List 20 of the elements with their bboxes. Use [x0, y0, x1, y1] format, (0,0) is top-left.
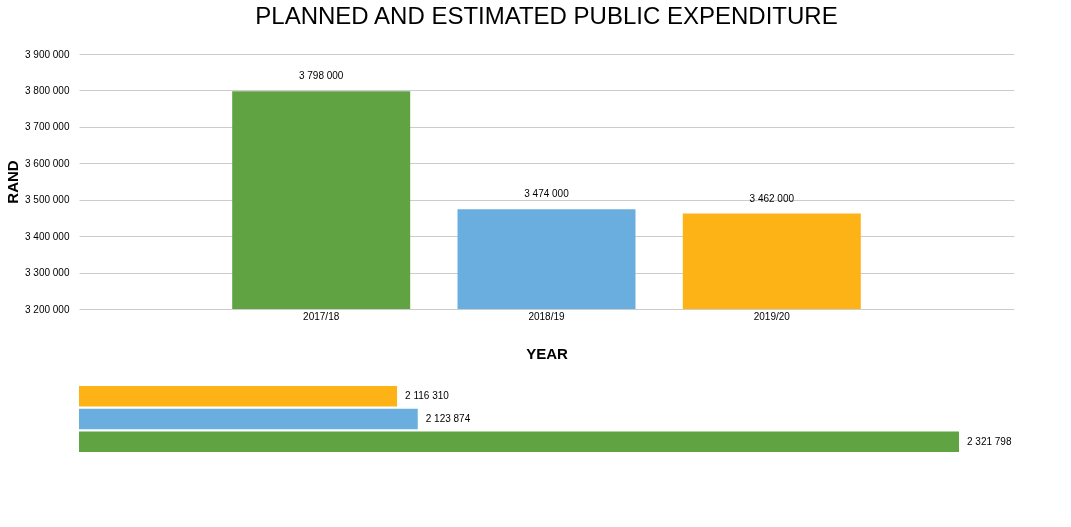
x-tick-label: 2019/20	[753, 310, 791, 322]
x-tick-label: 2018/19	[528, 310, 566, 322]
data-label: 3 474 000	[524, 188, 570, 200]
x-axis-title: YEAR	[526, 344, 568, 362]
y-tick-label: 3 800 000	[25, 84, 70, 96]
y-tick-label: 3 500 000	[25, 194, 70, 206]
data-label: 3 798 000	[298, 70, 344, 82]
data-label: 2 116 310	[405, 390, 450, 402]
chart-title: PLANNED AND ESTIMATED PUBLIC EXPENDITURE	[255, 2, 838, 29]
y-tick-label: 3 600 000	[25, 157, 70, 169]
y-axis-title: RAND	[4, 160, 22, 204]
y-tick-label: 3 200 000	[25, 303, 70, 315]
y-tick-label: 3 900 000	[25, 48, 70, 60]
data-label: 2 321 798	[967, 435, 1012, 447]
data-label: 2 123 874	[425, 413, 471, 424]
y-tick-label: 3 300 000	[25, 267, 70, 279]
y-tick-label: 3 700 000	[25, 121, 70, 133]
y-tick-label: 3 400 000	[25, 230, 70, 242]
data-label: 3 462 000	[749, 192, 795, 204]
x-tick-label: 2017/18	[303, 310, 340, 322]
